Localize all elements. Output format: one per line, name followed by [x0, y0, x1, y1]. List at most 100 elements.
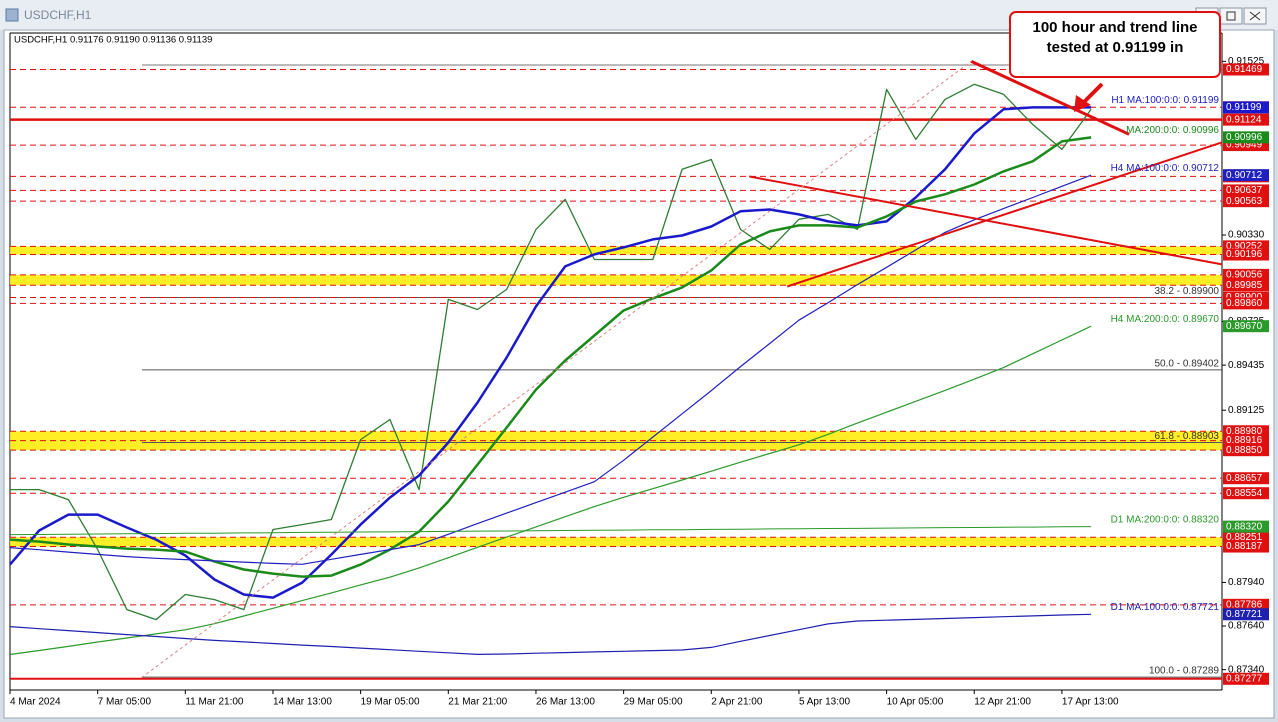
ma-line — [9, 136, 1092, 578]
window-icon — [5, 8, 19, 22]
x-tick-label: 11 Mar 21:00 — [185, 697, 244, 708]
level-label-box — [1223, 672, 1269, 685]
ma-line — [9, 526, 1092, 536]
level-label-box — [1223, 444, 1269, 457]
ma-price-label: 0.89670 — [1226, 321, 1263, 332]
level-label-box — [1223, 184, 1269, 197]
ma-label: H1 MA:100:0:0: 0.91199 — [1111, 95, 1219, 106]
zone — [10, 537, 1222, 547]
level-lines — [10, 68, 1222, 680]
x-tick-label: 12 Apr 21:00 — [974, 697, 1031, 708]
ma-price-label: 0.91199 — [1226, 102, 1262, 113]
trend-line — [141, 60, 972, 679]
level-label: 0.90563 — [1226, 196, 1263, 207]
callout-text: 100 hour and trend line tested at 0.9119… — [1032, 19, 1198, 56]
ma-label: D1 MA:100:0:0: 0.87721 — [1111, 602, 1220, 613]
fib-label: 61.8 - 0.88903 — [1155, 431, 1220, 442]
x-tick-label: 19 Mar 05:00 — [361, 697, 420, 708]
y-tick-label: 0.87940 — [1228, 577, 1265, 588]
ma-label: MA:200:0:0: 0.90996 — [1126, 125, 1219, 136]
x-tick-label: 2 Apr 21:00 — [711, 697, 763, 708]
level-label: 0.89860 — [1226, 298, 1263, 309]
level-label: 0.88850 — [1226, 445, 1263, 456]
level-label-box — [1223, 63, 1269, 76]
restore-icon — [1226, 11, 1236, 21]
level-label-box — [1223, 268, 1269, 281]
ma-price-box — [1223, 520, 1269, 533]
ma-line — [9, 325, 1092, 656]
ma-price-box — [1223, 131, 1269, 144]
x-tick-label: 5 Apr 13:00 — [799, 697, 851, 708]
level-label: 0.90252 — [1226, 241, 1263, 252]
level-label-box — [1223, 195, 1269, 208]
y-tick-label: 0.87340 — [1228, 664, 1265, 675]
price-line — [10, 83, 1092, 621]
trend-lines — [141, 59, 1223, 679]
ma-price-label: 0.90712 — [1226, 170, 1263, 181]
symbol-info: USDCHF,H1 0.91176 0.91190 0.91136 0.9113… — [14, 35, 212, 46]
x-tick-label: 26 Mar 13:00 — [536, 697, 595, 708]
restore-button[interactable] — [1219, 7, 1243, 25]
close-icon — [1249, 11, 1261, 21]
level-label: 0.87786 — [1226, 599, 1263, 610]
fib-label: 38.2 - 0.89900 — [1155, 286, 1220, 297]
level-label-box — [1223, 472, 1269, 485]
window-title: USDCHF,H1 — [24, 8, 92, 22]
level-label-box — [1223, 425, 1269, 438]
callout-arrow-head — [1074, 95, 1091, 112]
trend-line — [970, 59, 1130, 136]
x-tick-label: 14 Mar 13:00 — [273, 697, 332, 708]
y-tick-label: 0.91525 — [1228, 56, 1265, 67]
ma-price-label: 0.87721 — [1226, 609, 1263, 620]
level-label: 0.88916 — [1226, 435, 1263, 446]
level-label: 0.88980 — [1226, 426, 1263, 437]
callout-box — [1009, 11, 1221, 78]
trend-line — [786, 141, 1223, 288]
fib-label: 50.0 - 0.89402 — [1155, 359, 1220, 370]
ma-line — [9, 613, 1092, 655]
x-tick-label: 29 Mar 05:00 — [624, 697, 683, 708]
x-tick-label: 21 Mar 21:00 — [448, 697, 507, 708]
ma-price-label: 0.88320 — [1226, 521, 1263, 532]
level-label: 0.91469 — [1226, 64, 1263, 75]
y-tick-label: 0.89435 — [1228, 360, 1265, 371]
level-label: 0.90056 — [1226, 270, 1263, 281]
x-tick-label: 17 Apr 13:00 — [1062, 697, 1119, 708]
level-label: 0.90949 — [1226, 140, 1263, 151]
y-tick-label: 0.89125 — [1228, 405, 1265, 416]
level-label: 0.89985 — [1226, 280, 1263, 291]
level-label: 0.87277 — [1226, 673, 1263, 684]
x-tick-label: 4 Mar 2024 — [10, 697, 61, 708]
level-label-box — [1223, 487, 1269, 500]
series — [9, 83, 1092, 656]
level-label: 0.88657 — [1226, 473, 1263, 484]
level-label-box — [1223, 297, 1269, 310]
ma-line — [9, 174, 1092, 565]
x-tick-label: 7 Mar 05:00 — [98, 697, 152, 708]
level-label-box — [1223, 531, 1269, 544]
ma-price-box — [1223, 320, 1269, 333]
ma-price-box — [1223, 608, 1269, 621]
ma-label: H4 MA:200:0:0: 0.89670 — [1111, 314, 1220, 325]
ma-price-box — [1223, 101, 1269, 114]
level-label-box — [1223, 279, 1269, 292]
level-label: 0.91124 — [1226, 114, 1262, 125]
level-label: 0.88251 — [1226, 532, 1263, 543]
level-label: 0.88187 — [1226, 541, 1263, 552]
ma-price-box — [1223, 169, 1269, 182]
level-label: 0.90637 — [1226, 185, 1263, 196]
x-tick-label: 10 Apr 05:00 — [887, 697, 944, 708]
level-label-box — [1223, 434, 1269, 447]
level-label-box — [1223, 598, 1269, 611]
zone — [10, 274, 1222, 286]
trend-line — [749, 175, 1223, 266]
level-label: 0.90196 — [1226, 249, 1263, 260]
fib-label: 100.0 - 0.87289 — [1149, 666, 1219, 677]
ma-label: H4 MA:100:0:0: 0.90712 — [1111, 163, 1220, 174]
level-label-box — [1223, 248, 1269, 261]
y-tick-label: 0.90330 — [1228, 230, 1265, 241]
labels: 0.915250.903300.897350.894350.891250.879… — [9, 56, 1269, 708]
ma-label: D1 MA:200:0:0: 0.88320 — [1111, 514, 1220, 525]
